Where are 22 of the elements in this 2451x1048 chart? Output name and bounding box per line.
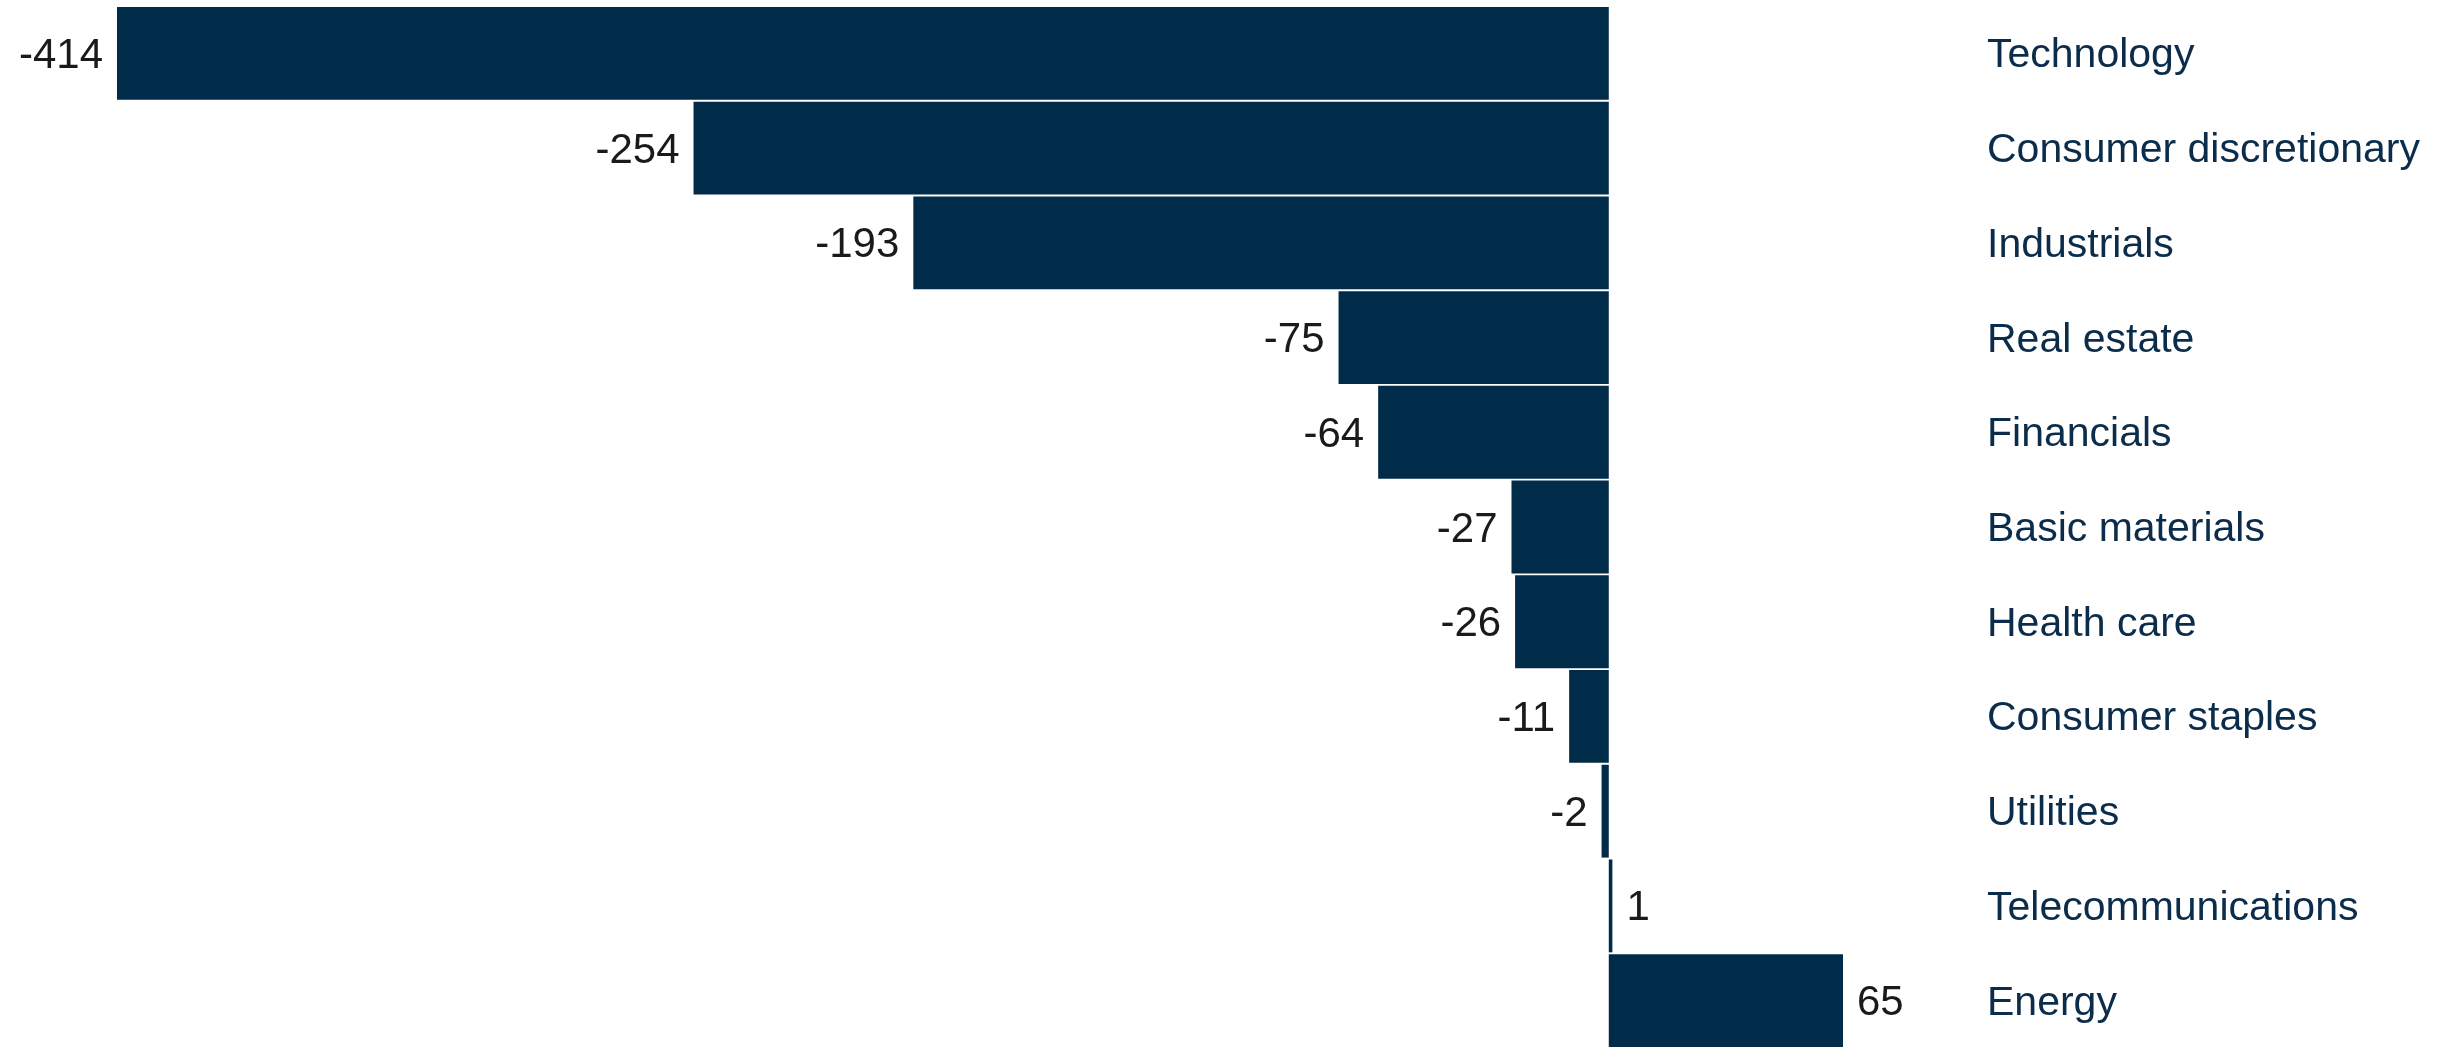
y-tick-label: Energy <box>1987 977 2118 1024</box>
data-label: -414 <box>18 29 103 77</box>
y-tick-label: Basic materials <box>1987 504 2265 550</box>
y-tick-label: Consumer staples <box>1987 693 2318 740</box>
data-label: 65 <box>1857 977 1904 1025</box>
data-label: -11 <box>1497 692 1556 740</box>
data-label: -26 <box>1440 598 1502 646</box>
data-label: -27 <box>1436 503 1498 551</box>
y-tick-label: Consumer discretionary <box>1987 125 2421 172</box>
y-tick-label: Telecommunications <box>1987 882 2359 929</box>
data-label: -254 <box>595 124 680 172</box>
data-label: -2 <box>1550 787 1588 835</box>
y-tick-label: Industrials <box>1987 219 2174 266</box>
y-tick-label: Utilities <box>1987 788 2120 835</box>
y-tick-label: Technology <box>1987 30 2195 77</box>
data-label: 1 <box>1626 882 1650 930</box>
data-label: -64 <box>1303 408 1365 456</box>
y-tick-label: Real estate <box>1987 314 2195 361</box>
y-tick-label: Health care <box>1987 598 2197 645</box>
y-tick-label: Financials <box>1987 409 2172 456</box>
data-label: -193 <box>815 219 900 267</box>
data-label: -75 <box>1263 314 1325 362</box>
